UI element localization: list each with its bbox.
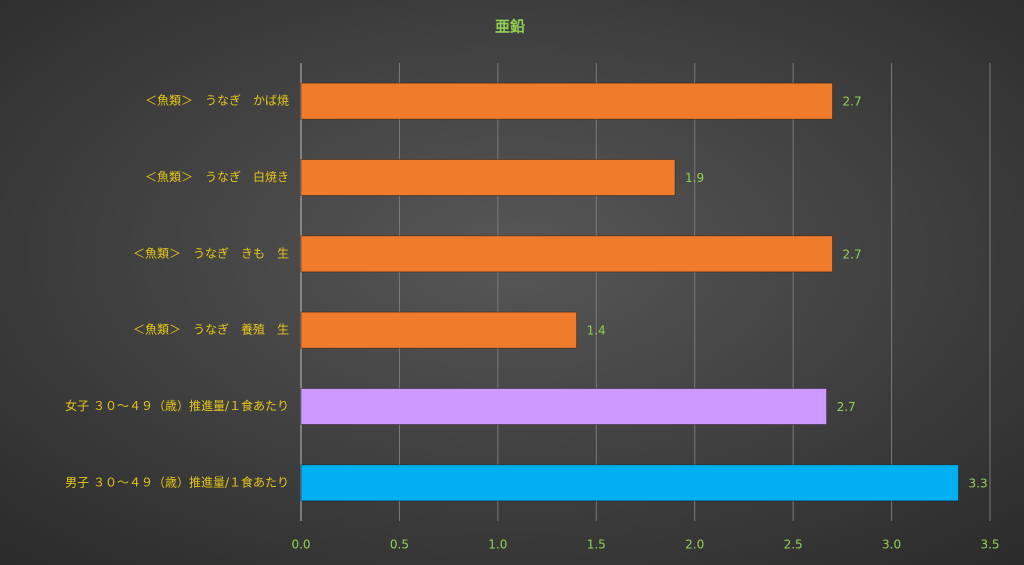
- x-tick-label: 3.0: [882, 538, 901, 552]
- y-tick-label: ＜魚類＞ うなぎ かば焼: [145, 94, 289, 108]
- x-tick-label: 3.5: [980, 538, 999, 552]
- y-tick-label: ＜魚類＞ うなぎ 養殖 生: [133, 322, 289, 337]
- data-label: 1.9: [685, 171, 704, 185]
- y-tick-label: 男子 ３０～４９（歳）推進量/１食あたり: [65, 474, 289, 489]
- x-tick-label: 2.5: [784, 538, 803, 552]
- data-label: 2.7: [837, 400, 856, 414]
- y-tick-label: ＜魚類＞ うなぎ きも 生: [133, 246, 289, 260]
- data-label: 2.7: [843, 95, 862, 109]
- x-tick-label: 2.0: [685, 538, 704, 552]
- y-tick-label: ＜魚類＞ うなぎ 白焼き: [145, 169, 289, 184]
- x-tick-label: 0.0: [291, 538, 310, 552]
- data-label: 3.3: [969, 476, 988, 490]
- bar: [300, 235, 834, 273]
- data-label: 2.7: [843, 247, 862, 261]
- bar: [300, 82, 834, 120]
- x-tick-label: 0.5: [390, 538, 409, 552]
- x-tick-label: 1.0: [488, 538, 507, 552]
- chart-title: 亜鉛: [495, 18, 525, 36]
- data-label: 1.4: [587, 324, 606, 338]
- bar: [300, 388, 828, 425]
- y-tick-label: 女子 ３０～４９（歳）推進量/１食あたり: [65, 398, 289, 413]
- bar: [300, 464, 960, 502]
- bar: [300, 159, 676, 196]
- bar: [300, 311, 578, 349]
- x-tick-label: 1.5: [587, 538, 606, 552]
